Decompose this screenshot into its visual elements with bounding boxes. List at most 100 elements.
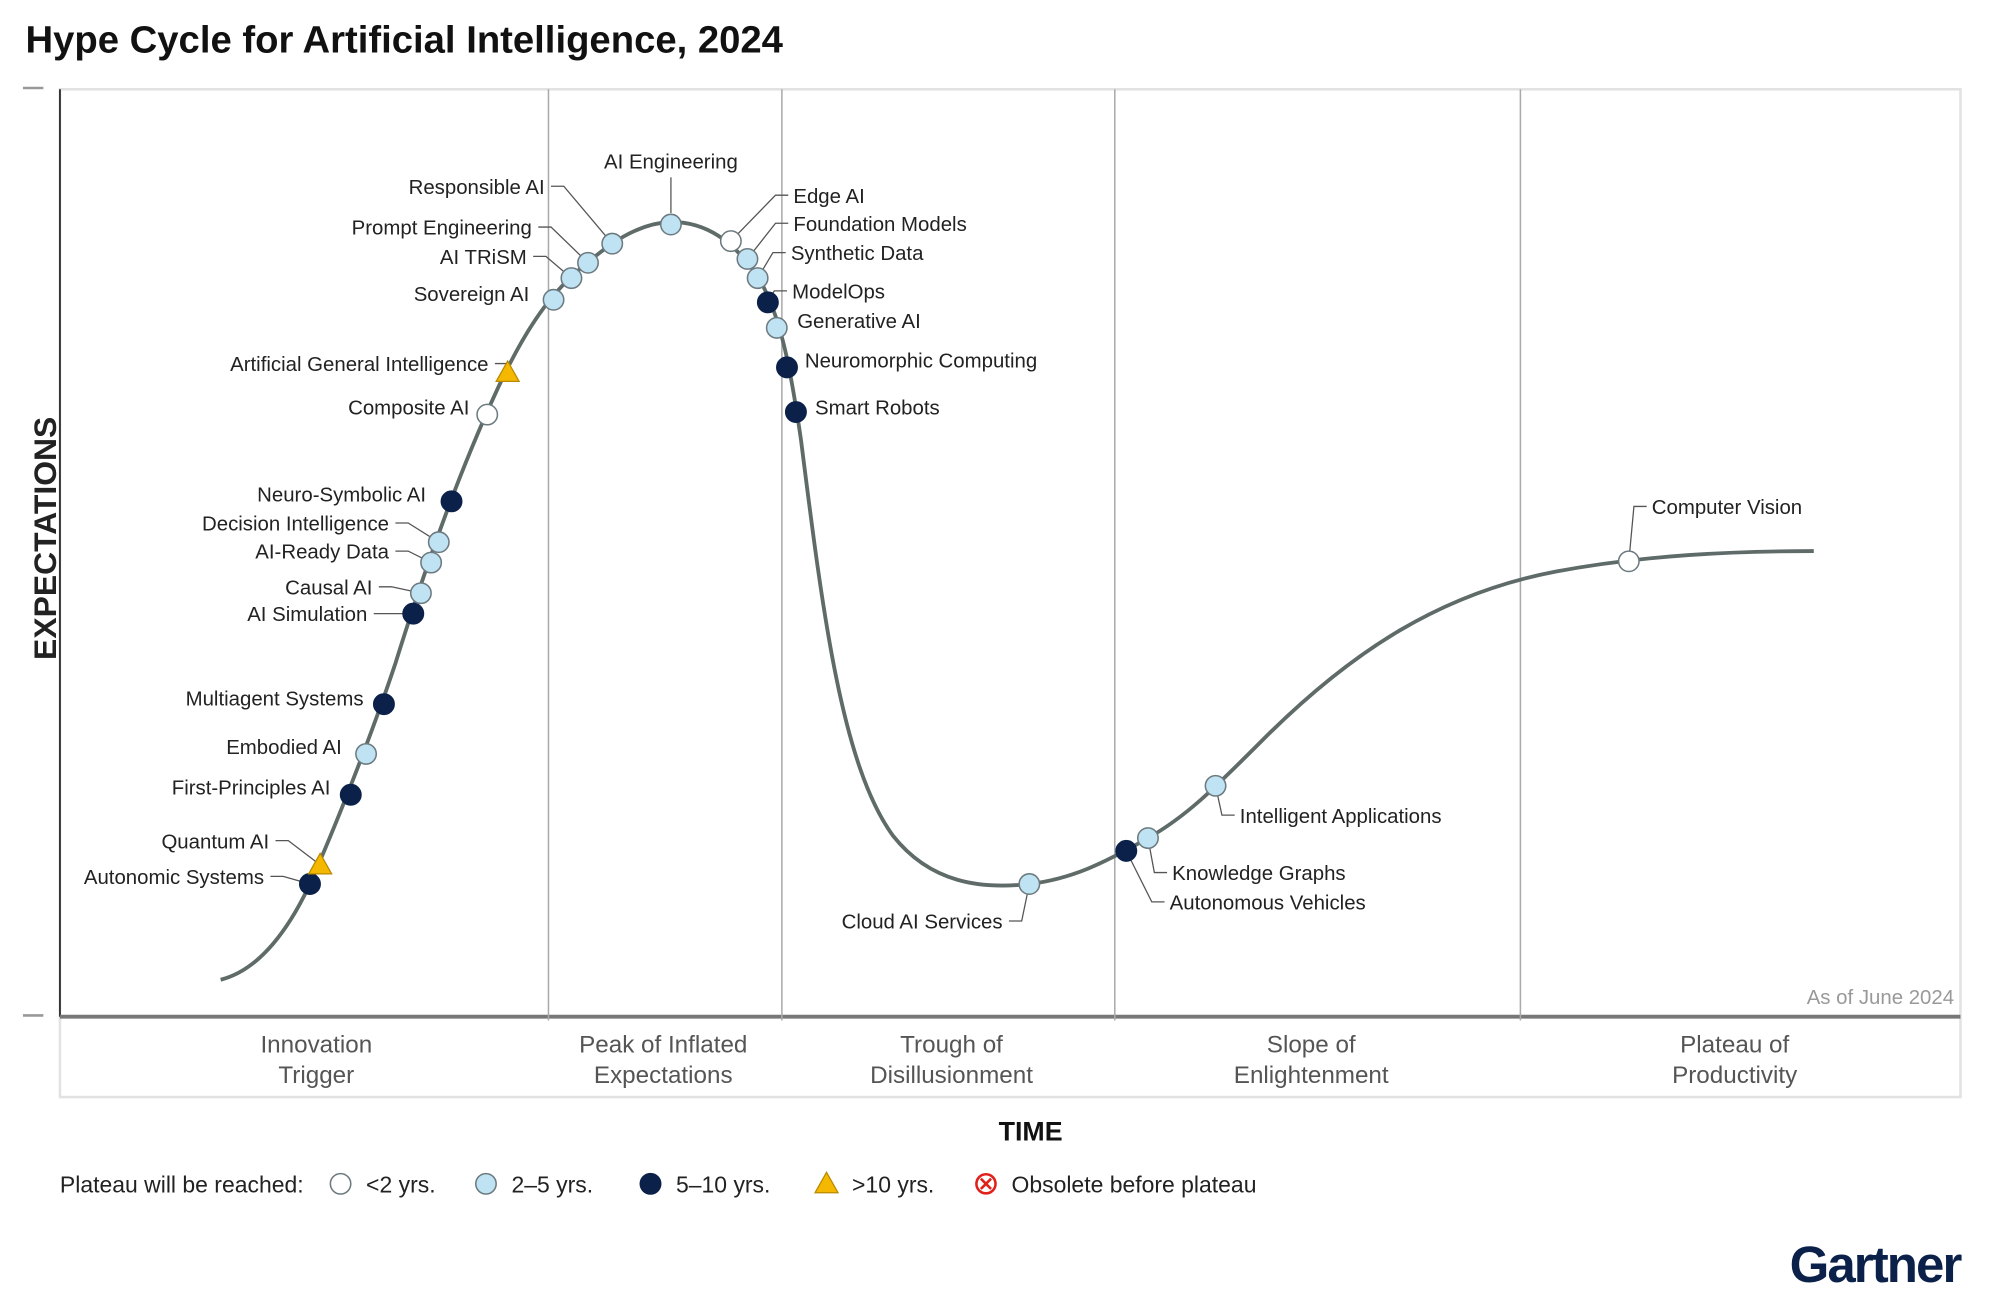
- technology-label: Sovereign AI: [414, 284, 530, 306]
- leader-line: [551, 185, 613, 245]
- technology-label: Embodied AI: [226, 737, 342, 759]
- leader-line: [538, 226, 589, 264]
- technology-label: Intelligent Applications: [1240, 806, 1442, 828]
- technology-label: ModelOps: [792, 282, 885, 304]
- legend-marker-obsolete: [975, 1172, 997, 1195]
- technology-label: Autonomic Systems: [84, 867, 264, 889]
- technology-label: Composite AI: [348, 398, 469, 420]
- technology-label: Foundation Models: [793, 214, 966, 236]
- technology-marker-5to10: [339, 783, 362, 806]
- legend-marker-5to10: [639, 1172, 662, 1195]
- phase-label: Slope of: [1267, 1031, 1356, 1058]
- technology-marker-2to5: [427, 531, 450, 554]
- technology-marker-2to5: [736, 247, 759, 270]
- technology-label: Neuro-Symbolic AI: [257, 484, 426, 506]
- legend-item-label: <2 yrs.: [366, 1172, 436, 1198]
- as-of-note: As of June 2024: [1807, 987, 1954, 1009]
- technology-label: Smart Robots: [815, 398, 940, 420]
- leader-line: [730, 194, 789, 242]
- technology-label: AI-Ready Data: [255, 542, 389, 564]
- leader-line: [275, 840, 321, 866]
- technology-label: Neuromorphic Computing: [805, 350, 1037, 372]
- technology-label: Quantum AI: [161, 831, 269, 853]
- technology-marker-2to5: [1204, 774, 1227, 797]
- technology-label: Computer Vision: [1652, 497, 1802, 519]
- phase-label: Disillusionment: [870, 1062, 1033, 1089]
- phase-labels: Innovation Trigger Peak of Inflated Expecta…: [260, 1031, 1798, 1089]
- technology-marker-2to5: [746, 267, 769, 290]
- technology-marker-5to10: [298, 873, 321, 896]
- technology-marker-lt2: [1617, 550, 1640, 573]
- label-leaders: [270, 177, 1647, 922]
- legend-item-label: 5–10 yrs.: [676, 1172, 770, 1198]
- technology-marker-5to10: [440, 490, 463, 513]
- technology-marker-2to5: [560, 267, 583, 290]
- technology-marker-lt2: [719, 230, 742, 253]
- phase-label: Innovation: [260, 1031, 372, 1058]
- technology-label: Decision Intelligence: [202, 514, 389, 536]
- phase-label: Trough of: [900, 1031, 1003, 1058]
- leader-line: [1147, 837, 1168, 874]
- technology-label: Synthetic Data: [791, 243, 924, 265]
- technology-marker-5to10: [1115, 839, 1138, 862]
- technology-markers: Autonomic Systems Quantum AI First-Princip…: [84, 151, 1802, 933]
- technology-label: AI Simulation: [247, 604, 367, 626]
- technology-label: Responsible AI: [409, 177, 545, 199]
- leader-line: [1125, 850, 1165, 903]
- phase-label: Trigger: [278, 1062, 354, 1089]
- leader-line: [746, 222, 789, 260]
- technology-marker-2to5: [409, 582, 432, 605]
- technology-label: Edge AI: [793, 186, 864, 208]
- technology-marker-gt10: [495, 359, 521, 383]
- technology-marker-5to10: [784, 401, 807, 424]
- legend-marker-gt10: [813, 1171, 840, 1194]
- technology-label: Autonomous Vehicles: [1170, 893, 1366, 915]
- technology-marker-2to5: [577, 251, 599, 274]
- legend-item-label: >10 yrs.: [852, 1172, 934, 1198]
- technology-marker-2to5: [659, 213, 682, 236]
- y-axis-label: EXPECTATIONS: [27, 417, 63, 660]
- chart-title: Hype Cycle for Artificial Intelligence, …: [26, 18, 784, 61]
- technology-label: Prompt Engineering: [352, 218, 532, 240]
- technology-marker-2to5: [542, 288, 565, 311]
- gartner-logo: Gartner: [1790, 1236, 1963, 1293]
- legend-item-label: 2–5 yrs.: [511, 1172, 593, 1198]
- plot-frame: [22, 86, 1962, 1099]
- legend-item-label: Obsolete before plateau: [1011, 1172, 1256, 1198]
- phase-label: Plateau of: [1680, 1031, 1789, 1058]
- leader-line: [1008, 883, 1030, 922]
- leader-line: [1628, 505, 1647, 562]
- phase-label: Enlightenment: [1234, 1062, 1389, 1089]
- technology-marker-2to5: [420, 551, 443, 574]
- phase-dividers: [547, 89, 1522, 1021]
- technology-label: Causal AI: [285, 577, 372, 599]
- technology-label: AI TRiSM: [440, 247, 527, 269]
- technology-marker-2to5: [765, 316, 788, 339]
- technology-marker-2to5: [355, 742, 378, 765]
- technology-label: First-Principles AI: [172, 778, 331, 800]
- legend-marker-2to5: [475, 1172, 497, 1195]
- technology-marker-2to5: [601, 232, 624, 255]
- technology-marker-2to5: [1136, 827, 1159, 850]
- leader-line: [533, 255, 572, 279]
- technology-marker-5to10: [776, 356, 798, 379]
- technology-marker-gt10: [307, 852, 333, 875]
- technology-marker-5to10: [372, 693, 395, 716]
- phase-label: Productivity: [1672, 1062, 1798, 1089]
- technology-marker-2to5: [1018, 873, 1041, 896]
- phase-label: Expectations: [594, 1062, 733, 1089]
- technology-label: Multiagent Systems: [186, 688, 364, 710]
- technology-label: Artificial General Intelligence: [230, 354, 488, 376]
- technology-marker-5to10: [402, 602, 425, 625]
- technology-label: Cloud AI Services: [842, 912, 1003, 934]
- technology-label: Generative AI: [797, 311, 921, 333]
- legend: Plateau will be reached: <2 yrs. 2–5 yrs.…: [60, 1171, 1256, 1198]
- leader-line: [395, 522, 440, 543]
- hype-curve: [220, 220, 1814, 982]
- phase-label: Peak of Inflated: [579, 1031, 747, 1058]
- legend-marker-lt2: [329, 1172, 352, 1195]
- x-axis-label: TIME: [999, 1116, 1063, 1146]
- technology-label: AI Engineering: [604, 151, 738, 173]
- technology-label: Knowledge Graphs: [1172, 863, 1345, 885]
